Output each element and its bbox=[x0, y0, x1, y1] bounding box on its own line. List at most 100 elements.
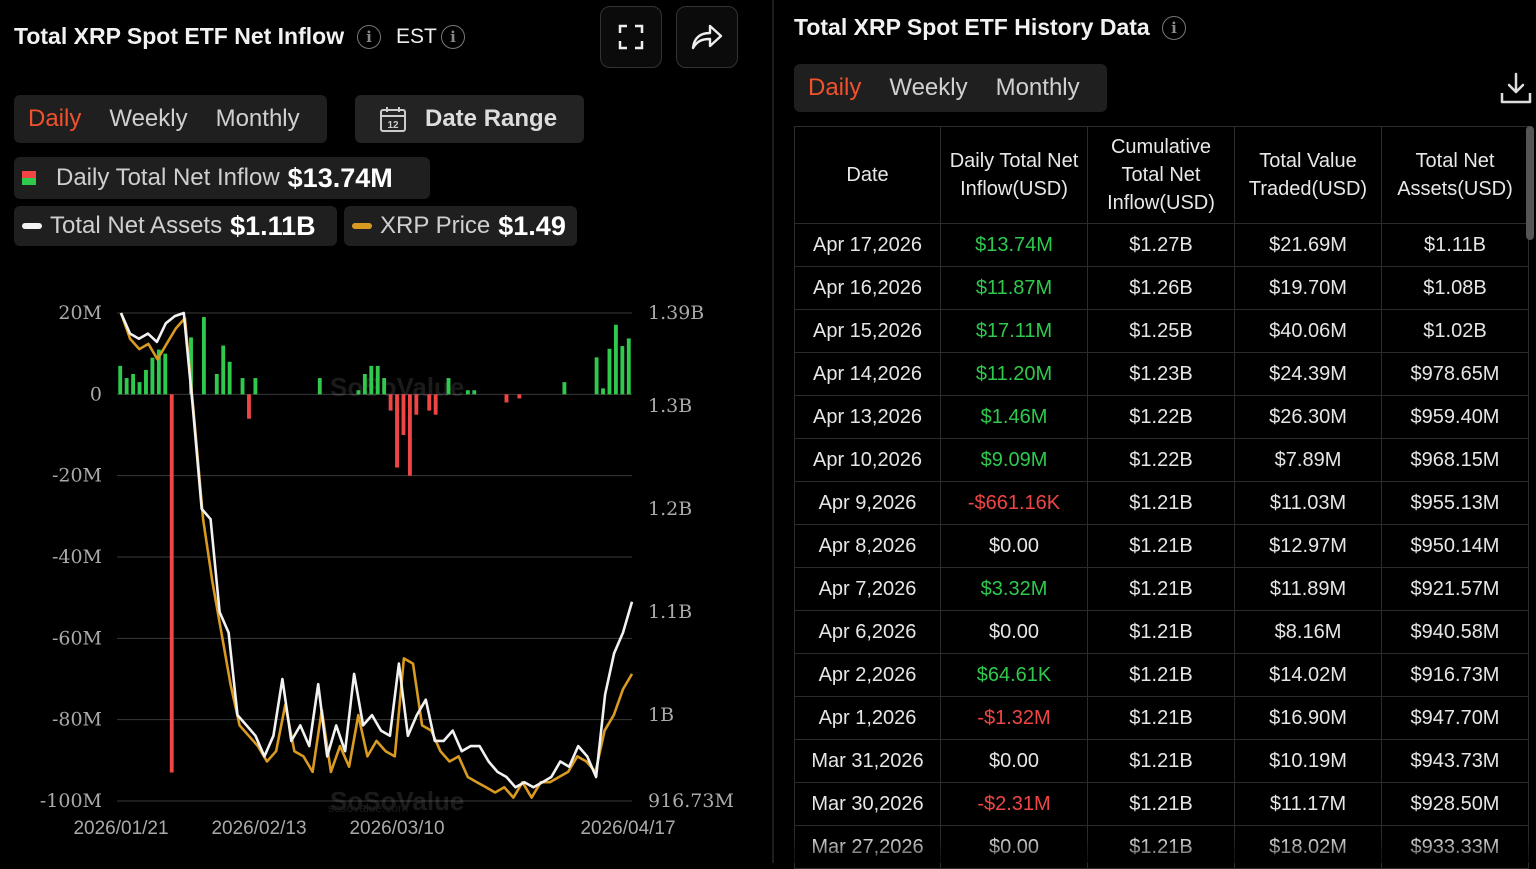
cell-daily-inflow: -$1.32M bbox=[940, 696, 1088, 740]
series-lines bbox=[119, 311, 634, 799]
inflow-bar bbox=[169, 394, 174, 773]
cell-value-traded: $26.30M bbox=[1234, 395, 1382, 439]
y2-tick-label: 1.2B bbox=[648, 498, 692, 520]
info-icon[interactable]: i bbox=[441, 25, 465, 49]
inflow-bar bbox=[247, 394, 251, 419]
cell-net-assets: $921.57M bbox=[1381, 567, 1529, 611]
table-scrollbar[interactable] bbox=[1526, 126, 1534, 240]
cell-date: Apr 14,2026 bbox=[794, 352, 941, 396]
info-icon[interactable]: i bbox=[1162, 16, 1186, 40]
table-row[interactable]: Apr 1,2026 -$1.32M $1.21B $16.90M $947.70M bbox=[794, 696, 1529, 740]
y-tick-label: -100M bbox=[40, 790, 102, 812]
cell-net-assets: $943.73M bbox=[1381, 739, 1529, 783]
timezone-label: EST bbox=[396, 25, 437, 48]
table-row[interactable]: Apr 13,2026 $1.46M $1.22B $26.30M $959.40M bbox=[794, 395, 1529, 439]
cell-daily-inflow: $9.09M bbox=[940, 438, 1088, 482]
table-row[interactable]: Apr 6,2026 $0.00 $1.21B $8.16M $940.58M bbox=[794, 610, 1529, 654]
table-row[interactable]: Apr 8,2026 $0.00 $1.21B $12.97M $950.14M bbox=[794, 524, 1529, 568]
table-row[interactable]: Mar 31,2026 $0.00 $1.21B $10.19M $943.73M bbox=[794, 739, 1529, 783]
calendar-icon: 12 bbox=[380, 107, 406, 132]
inflow-bar bbox=[118, 365, 123, 395]
col-net-assets[interactable]: Total Net Assets(USD) bbox=[1381, 126, 1529, 224]
cell-cumulative-inflow: $1.21B bbox=[1087, 696, 1235, 740]
tab-weekly[interactable]: Weekly bbox=[109, 105, 188, 132]
cell-value-traded: $40.06M bbox=[1234, 309, 1382, 353]
cell-value-traded: $16.90M bbox=[1234, 696, 1382, 740]
date-range-button[interactable]: 12 Date Range bbox=[355, 95, 584, 143]
history-title: Total XRP Spot ETF History Data bbox=[794, 14, 1150, 40]
inflow-bar bbox=[620, 346, 625, 395]
inflow-bar bbox=[189, 337, 193, 395]
cell-net-assets: $978.65M bbox=[1381, 352, 1529, 396]
cell-value-traded: $8.16M bbox=[1234, 610, 1382, 654]
cell-cumulative-inflow: $1.22B bbox=[1087, 395, 1235, 439]
table-header-row: Date Daily Total Net Inflow(USD) Cumulat… bbox=[794, 126, 1529, 224]
cell-value-traded: $11.17M bbox=[1234, 782, 1382, 826]
tab-daily[interactable]: Daily bbox=[808, 74, 862, 101]
col-date[interactable]: Date bbox=[794, 126, 941, 224]
table-row[interactable]: Apr 7,2026 $3.32M $1.21B $11.89M $921.57M bbox=[794, 567, 1529, 611]
legend-price[interactable]: XRP Price $1.49 bbox=[344, 206, 577, 246]
chart-axes: 20M 0 -20M -40M -60M -80M -100M 1.39B 1.3B 1.2B 1.… bbox=[40, 302, 734, 839]
inflow-chart[interactable]: SoSoValue SoSoValue sosovalue.com 20M0-2… bbox=[0, 280, 772, 840]
info-icon[interactable]: i bbox=[357, 25, 381, 49]
legend-assets[interactable]: Total Net Assets $1.11B bbox=[14, 206, 337, 246]
cell-date: Apr 16,2026 bbox=[794, 266, 941, 310]
table-row[interactable]: Mar 30,2026 -$2.31M $1.21B $11.17M $928.50M bbox=[794, 782, 1529, 826]
y-tick-label: -40M bbox=[52, 546, 102, 568]
table-row[interactable]: Apr 17,2026 $13.74M $1.27B $21.69M $1.11B bbox=[794, 223, 1529, 267]
inflow-bar bbox=[594, 357, 599, 395]
cell-daily-inflow: $0.00 bbox=[940, 524, 1088, 568]
share-button[interactable] bbox=[676, 6, 738, 68]
table-row[interactable]: Apr 2,2026 $64.61K $1.21B $14.02M $916.73M bbox=[794, 653, 1529, 697]
cell-value-traded: $12.97M bbox=[1234, 524, 1382, 568]
cell-net-assets: $959.40M bbox=[1381, 395, 1529, 439]
cell-cumulative-inflow: $1.26B bbox=[1087, 266, 1235, 310]
table-row[interactable]: Apr 10,2026 $9.09M $1.22B $7.89M $968.15M bbox=[794, 438, 1529, 482]
col-value-traded[interactable]: Total Value Traded(USD) bbox=[1234, 126, 1382, 224]
price-swatch-icon bbox=[352, 223, 372, 229]
cell-cumulative-inflow: $1.21B bbox=[1087, 524, 1235, 568]
inflow-bar bbox=[317, 378, 322, 395]
tab-monthly[interactable]: Monthly bbox=[215, 105, 300, 132]
inflow-bar bbox=[356, 390, 361, 395]
y-tick-label: -60M bbox=[52, 627, 102, 649]
col-cumulative-inflow[interactable]: Cumulative Total Net Inflow(USD) bbox=[1087, 126, 1235, 224]
col-daily-inflow[interactable]: Daily Total Net Inflow(USD) bbox=[940, 126, 1088, 224]
cell-value-traded: $11.03M bbox=[1234, 481, 1382, 525]
tab-daily[interactable]: Daily bbox=[28, 105, 82, 132]
table-row[interactable]: Apr 9,2026 -$661.16K $1.21B $11.03M $955.13M bbox=[794, 481, 1529, 525]
table-row[interactable]: Apr 15,2026 $17.11M $1.25B $40.06M $1.02B bbox=[794, 309, 1529, 353]
table-row[interactable]: Apr 14,2026 $11.20M $1.23B $24.39M $978.65M bbox=[794, 352, 1529, 396]
cell-date: Apr 17,2026 bbox=[794, 223, 941, 267]
table-row[interactable]: Apr 16,2026 $11.87M $1.26B $19.70M $1.08B bbox=[794, 266, 1529, 310]
legend-inflow[interactable]: Daily Total Net Inflow $13.74M bbox=[14, 157, 430, 199]
inflow-swatch-icon bbox=[22, 171, 36, 185]
cell-cumulative-inflow: $1.21B bbox=[1087, 610, 1235, 654]
cell-daily-inflow: $11.87M bbox=[940, 266, 1088, 310]
cell-net-assets: $947.70M bbox=[1381, 696, 1529, 740]
legend-price-value: $1.49 bbox=[498, 210, 566, 241]
assets-line bbox=[119, 311, 634, 789]
y-tick-label: -80M bbox=[52, 709, 102, 731]
assets-swatch-icon bbox=[22, 223, 42, 229]
legend-inflow-value: $13.74M bbox=[287, 162, 393, 193]
inflow-bar bbox=[156, 349, 161, 395]
inflow-bar bbox=[613, 324, 618, 395]
inflow-bar bbox=[375, 365, 380, 395]
fullscreen-button[interactable] bbox=[600, 6, 662, 68]
cell-net-assets: $916.73M bbox=[1381, 653, 1529, 697]
tab-monthly[interactable]: Monthly bbox=[995, 74, 1080, 101]
tab-weekly[interactable]: Weekly bbox=[889, 74, 968, 101]
cell-net-assets: $1.02B bbox=[1381, 309, 1529, 353]
inflow-bar bbox=[131, 374, 136, 395]
legend-inflow-label: Daily Total Net Inflow bbox=[56, 164, 280, 191]
inflow-bar bbox=[407, 394, 412, 476]
download-icon[interactable] bbox=[1499, 71, 1533, 105]
inflow-bar bbox=[382, 378, 387, 395]
cell-date: Apr 10,2026 bbox=[794, 438, 941, 482]
inflow-bar bbox=[504, 394, 509, 403]
inflow-bar bbox=[150, 357, 155, 395]
panel-divider bbox=[772, 0, 774, 863]
inflow-bar bbox=[124, 378, 129, 395]
